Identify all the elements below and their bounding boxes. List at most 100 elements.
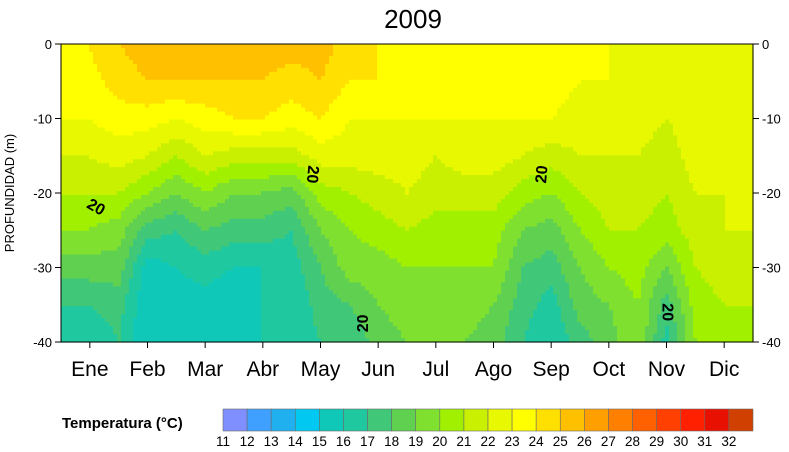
temperature-cell <box>305 127 310 133</box>
temperature-cell <box>249 159 254 164</box>
temperature-cell <box>93 230 98 236</box>
temperature-cell <box>313 222 318 228</box>
temperature-cell <box>165 226 170 232</box>
temperature-cell <box>161 310 166 315</box>
temperature-cell <box>153 111 158 117</box>
temperature-cell <box>277 286 282 291</box>
temperature-cell <box>237 155 242 160</box>
temperature-cell <box>201 63 206 69</box>
temperature-cell <box>125 95 130 101</box>
temperature-cell <box>321 147 326 152</box>
temperature-cell <box>185 202 190 208</box>
temperature-cell <box>129 210 134 216</box>
temperature-cell <box>129 294 134 299</box>
temperature-cell <box>237 91 242 97</box>
temperature-cell <box>305 95 310 101</box>
temperature-cell <box>81 55 86 61</box>
temperature-cell <box>205 131 210 136</box>
temperature-cell <box>209 318 214 323</box>
temperature-cell <box>189 214 194 220</box>
temperature-cell <box>209 246 214 252</box>
temperature-cell <box>189 99 194 105</box>
temperature-cell <box>89 179 94 184</box>
temperature-cell <box>245 230 250 236</box>
temperature-cell <box>181 83 186 89</box>
temperature-cell <box>265 59 270 65</box>
temperature-cell <box>133 179 138 184</box>
temperature-cell <box>165 159 170 164</box>
temperature-cell <box>201 59 206 65</box>
temperature-cell <box>325 139 330 144</box>
temperature-cell <box>189 47 194 53</box>
temperature-cell <box>173 290 178 295</box>
temperature-cell <box>133 334 138 339</box>
temperature-cell <box>161 270 166 276</box>
temperature-cell <box>177 119 182 125</box>
temperature-cell <box>65 194 70 200</box>
temperature-cell <box>177 71 182 77</box>
temperature-cell <box>289 159 294 164</box>
temperature-cell <box>117 179 122 184</box>
temperature-cell <box>77 254 82 260</box>
temperature-cell <box>153 135 158 140</box>
temperature-cell <box>297 175 302 180</box>
temperature-cell <box>169 175 174 180</box>
temperature-cell <box>305 123 310 129</box>
temperature-cell <box>145 230 150 236</box>
temperature-cell <box>317 59 322 65</box>
temperature-cell <box>93 314 98 319</box>
temperature-cell <box>137 135 142 140</box>
temperature-cell <box>261 218 266 224</box>
temperature-cell <box>125 338 130 343</box>
temperature-cell <box>149 250 154 256</box>
temperature-cell <box>153 103 158 109</box>
temperature-cell <box>233 194 238 200</box>
temperature-cell <box>101 318 106 323</box>
temperature-cell <box>157 183 162 188</box>
temperature-cell <box>269 75 274 81</box>
temperature-cell <box>261 187 266 192</box>
temperature-field <box>61 44 754 343</box>
temperature-cell <box>265 51 270 57</box>
temperature-cell <box>201 83 206 89</box>
temperature-cell <box>153 83 158 89</box>
temperature-cell <box>249 254 254 260</box>
temperature-cell <box>113 322 118 327</box>
temperature-cell <box>193 254 198 260</box>
temperature-cell <box>173 115 178 121</box>
temperature-cell <box>141 282 146 287</box>
temperature-cell <box>177 302 182 307</box>
temperature-cell <box>297 163 302 168</box>
temperature-cell <box>265 159 270 164</box>
temperature-cell <box>265 310 270 315</box>
temperature-cell <box>293 67 298 73</box>
temperature-cell <box>133 226 138 232</box>
temperature-cell <box>257 179 262 184</box>
temperature-cell <box>201 278 206 283</box>
temperature-cell <box>317 286 322 291</box>
temperature-cell <box>273 250 278 256</box>
temperature-cell <box>265 278 270 283</box>
temperature-cell <box>109 91 114 97</box>
temperature-cell <box>229 179 234 184</box>
temperature-cell <box>217 194 222 200</box>
temperature-cell <box>201 222 206 228</box>
temperature-cell <box>197 242 202 248</box>
temperature-cell <box>109 290 114 295</box>
temperature-cell <box>229 151 234 156</box>
temperature-cell <box>113 270 118 276</box>
temperature-cell <box>313 44 318 49</box>
temperature-cell <box>133 314 138 319</box>
temperature-cell <box>101 254 106 260</box>
temperature-cell <box>129 258 134 264</box>
temperature-cell <box>249 222 254 228</box>
temperature-cell <box>281 206 286 212</box>
temperature-cell <box>193 119 198 125</box>
temperature-cell <box>317 270 322 276</box>
temperature-cell <box>93 79 98 85</box>
temperature-cell <box>245 254 250 260</box>
temperature-cell <box>269 167 274 172</box>
temperature-cell <box>325 171 330 176</box>
temperature-cell <box>285 147 290 152</box>
temperature-cell <box>261 103 266 109</box>
